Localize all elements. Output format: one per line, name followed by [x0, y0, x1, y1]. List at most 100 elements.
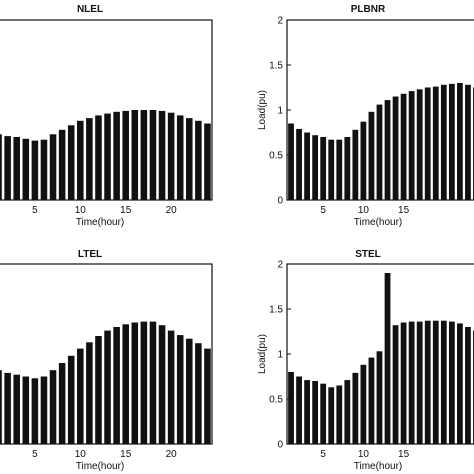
- bar: [58, 363, 66, 444]
- y-tick-label: 1: [277, 106, 283, 117]
- bar: [320, 137, 327, 200]
- bar: [149, 321, 157, 444]
- bar: [22, 138, 30, 200]
- bar: [432, 86, 439, 200]
- x-tick-label: 20: [166, 449, 178, 460]
- bar: [384, 273, 391, 444]
- bar: [40, 376, 48, 444]
- panel-3: LTEL 5 10 15 20 Time(hour): [0, 249, 213, 472]
- bar: [360, 121, 367, 200]
- panel-title: NLEL: [77, 4, 103, 15]
- bar: [77, 120, 84, 200]
- bar: [49, 370, 57, 444]
- panel-1: NLEL 5 10 15 20 Time(hour): [0, 4, 213, 228]
- bar: [360, 364, 367, 444]
- y-tick-label: 1.5: [269, 61, 283, 72]
- bar: [49, 134, 57, 200]
- bar: [77, 348, 84, 444]
- bar: [384, 100, 391, 200]
- bar: [328, 387, 335, 444]
- bar: [104, 330, 111, 444]
- bar: [288, 372, 294, 444]
- bar: [176, 335, 184, 444]
- bar: [140, 321, 148, 444]
- bar: [465, 327, 471, 444]
- bar: [400, 322, 407, 444]
- bar: [457, 83, 463, 200]
- bar: [67, 355, 75, 444]
- bar: [288, 123, 294, 200]
- bar: [204, 348, 211, 444]
- bar: [296, 128, 302, 200]
- bar: [344, 137, 351, 200]
- panel-title: PLBNR: [351, 4, 386, 15]
- y-tick-label: 0.5: [269, 395, 283, 406]
- panel-title: LTEL: [78, 249, 102, 260]
- bar: [131, 110, 139, 200]
- bar: [195, 120, 202, 200]
- y-axis-label: Load(pu): [257, 334, 268, 374]
- bar: [424, 320, 431, 444]
- bar: [31, 378, 39, 444]
- bar: [122, 110, 129, 200]
- bar: [440, 320, 447, 444]
- bar: [368, 357, 375, 444]
- bar: [440, 84, 447, 200]
- x-tick-label: 10: [75, 449, 87, 460]
- bar: [22, 376, 30, 444]
- bar: [320, 383, 327, 444]
- bar: [195, 343, 202, 444]
- y-axis-label: Load(pu): [257, 90, 268, 130]
- bar: [140, 110, 148, 200]
- bar: [158, 110, 166, 200]
- bar: [0, 134, 2, 200]
- x-tick-label: 15: [398, 205, 410, 216]
- x-axis-label: Time(hour): [76, 217, 125, 228]
- bar: [448, 83, 455, 200]
- bar: [344, 380, 351, 444]
- x-tick-label: 10: [75, 205, 87, 216]
- bar: [296, 376, 302, 444]
- bar: [204, 123, 211, 200]
- bar: [31, 140, 39, 200]
- bar: [67, 125, 75, 200]
- bar: [336, 139, 343, 200]
- bar: [376, 104, 383, 200]
- bar: [416, 89, 423, 200]
- bar: [0, 370, 2, 444]
- bar: [457, 323, 463, 444]
- x-axis-label: Time(hour): [354, 217, 403, 228]
- bar: [392, 325, 399, 444]
- bar: [149, 110, 157, 200]
- bar: [424, 87, 431, 200]
- x-tick-label: 5: [320, 449, 326, 460]
- bar: [86, 118, 93, 200]
- x-tick-label: 5: [32, 449, 38, 460]
- bar: [304, 380, 310, 444]
- bar: [95, 115, 102, 200]
- y-tick-label: 0.5: [269, 151, 283, 162]
- bar: [352, 372, 359, 444]
- bar: [113, 327, 120, 444]
- y-tick-label: 0: [277, 440, 283, 451]
- y-tick-label: 1.5: [269, 305, 283, 316]
- bar: [104, 113, 111, 200]
- bar: [131, 322, 139, 444]
- bar: [176, 115, 184, 200]
- x-tick-label: 15: [120, 449, 132, 460]
- x-tick-label: 5: [320, 205, 326, 216]
- bar: [13, 374, 20, 444]
- x-tick-label: 15: [398, 449, 410, 460]
- bar: [122, 324, 129, 444]
- bar: [4, 372, 11, 444]
- bar: [4, 136, 11, 200]
- bar: [465, 84, 471, 200]
- bar: [408, 321, 415, 444]
- bar: [186, 118, 193, 200]
- bar: [40, 139, 48, 200]
- plot-frame: [0, 263, 213, 445]
- bar: [186, 338, 193, 444]
